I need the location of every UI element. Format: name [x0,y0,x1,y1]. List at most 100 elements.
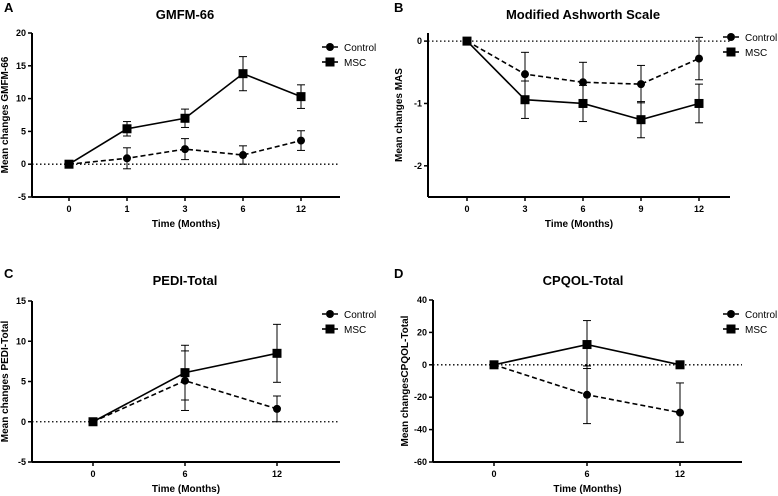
y-tick-label: 0 [422,360,427,370]
data-point [695,54,703,63]
y-tick-label: 10 [16,336,26,346]
data-point [578,98,588,108]
legend-item-control: Control [322,43,376,54]
panel-letter: D [394,266,403,281]
panel-letter: B [394,0,403,15]
chart-title: Modified Ashworth Scale [506,7,660,22]
y-tick-label: -60 [414,457,427,467]
y-tick-label: 15 [16,296,26,306]
data-point [180,113,190,123]
legend-label: MSC [745,48,767,59]
data-point [123,154,131,163]
y-tick-label: 0 [21,159,26,169]
legend-marker [326,310,334,318]
x-tick-label: 0 [90,469,95,479]
data-point [122,124,132,134]
legend-label: MSC [344,325,366,336]
panel-letter: C [4,266,14,281]
legend-item-control: Control [322,310,376,321]
legend-marker [325,57,335,67]
data-point [520,95,530,105]
chart-title: CPQOL-Total [543,273,624,288]
data-point [583,390,591,399]
y-tick-label: 0 [417,36,422,46]
legend-marker [326,43,334,51]
x-tick-label: 6 [584,469,589,479]
series-msc [462,36,704,139]
legend-marker [727,310,735,318]
legend-item-control: Control [723,310,777,321]
panel-d: D CPQOL-Total -60 -40 -20 0 20 40 0 6 12 Time (Mont… [394,266,777,495]
legend-marker [726,47,736,57]
y-tick-label: -5 [18,192,26,202]
legend-item-msc: MSC [322,57,366,69]
data-point [582,340,592,350]
data-point [296,92,306,102]
legend-label: MSC [344,58,366,69]
x-tick-label: 6 [580,204,585,214]
y-tick-label: 15 [16,61,26,71]
y-tick-label: 5 [21,377,26,387]
legend-item-control: Control [723,33,777,44]
legend-label: Control [745,33,777,44]
legend-label: Control [344,43,376,54]
data-point [462,36,472,46]
legend-marker [726,324,736,334]
x-axis-label: Time (Months) [553,484,621,495]
data-point [88,417,98,427]
x-tick-label: 6 [240,204,245,214]
x-tick-label: 3 [182,204,187,214]
y-axis-label: Mean changes GMFM-66 [0,56,11,173]
data-point [272,348,282,358]
x-axis-label: Time (Months) [152,219,220,230]
panel-b: B Modified Ashworth Scale -2 -1 0 0 3 6 9 12 Time … [394,0,777,230]
series-control [65,130,305,170]
chart-title: GMFM-66 [156,7,215,22]
x-tick-label: 3 [522,204,527,214]
data-point [579,78,587,87]
data-point [675,360,685,370]
y-tick-label: 10 [16,94,26,104]
legend-label: Control [745,310,777,321]
x-tick-label: 0 [464,204,469,214]
y-tick-label: 5 [21,126,26,136]
y-tick-label: 40 [417,295,427,305]
chart-title: PEDI-Total [153,273,218,288]
data-point [273,404,281,413]
x-tick-label: 0 [66,204,71,214]
y-axis-label: Mean changes MAS [394,68,405,162]
panel-c: C PEDI-Total -5 0 5 10 15 0 6 12 Time (Months) Mean… [0,266,376,495]
data-point [238,69,248,79]
y-tick-label: -40 [414,425,427,435]
y-tick-label: -20 [414,392,427,402]
y-tick-label: 20 [16,28,26,38]
y-axis-label: Mean changesCPQOL-Total [400,315,411,446]
y-tick-label: 20 [417,327,427,337]
x-tick-label: 9 [638,204,643,214]
panel-letter: A [4,0,14,15]
legend-marker [727,33,735,41]
x-tick-label: 12 [272,469,282,479]
data-point [239,151,247,160]
legend-item-msc: MSC [723,324,767,336]
y-axis-label: Mean changes PEDI-Total [0,321,11,443]
y-tick-label: -5 [18,457,26,467]
y-tick-label: -1 [414,98,422,108]
data-point [297,136,305,145]
legend-label: Control [344,310,376,321]
x-tick-label: 12 [694,204,704,214]
legend-marker [325,324,335,334]
y-tick-label: 0 [21,417,26,427]
data-point [694,98,704,108]
data-point [64,159,74,169]
data-point [521,70,529,79]
y-tick-label: -2 [414,161,422,171]
data-point [180,368,190,378]
x-tick-label: 1 [124,204,129,214]
legend-item-msc: MSC [723,47,767,59]
x-tick-label: 6 [182,469,187,479]
x-axis-label: Time (Months) [545,219,613,230]
x-tick-label: 12 [675,469,685,479]
data-point [676,408,684,417]
